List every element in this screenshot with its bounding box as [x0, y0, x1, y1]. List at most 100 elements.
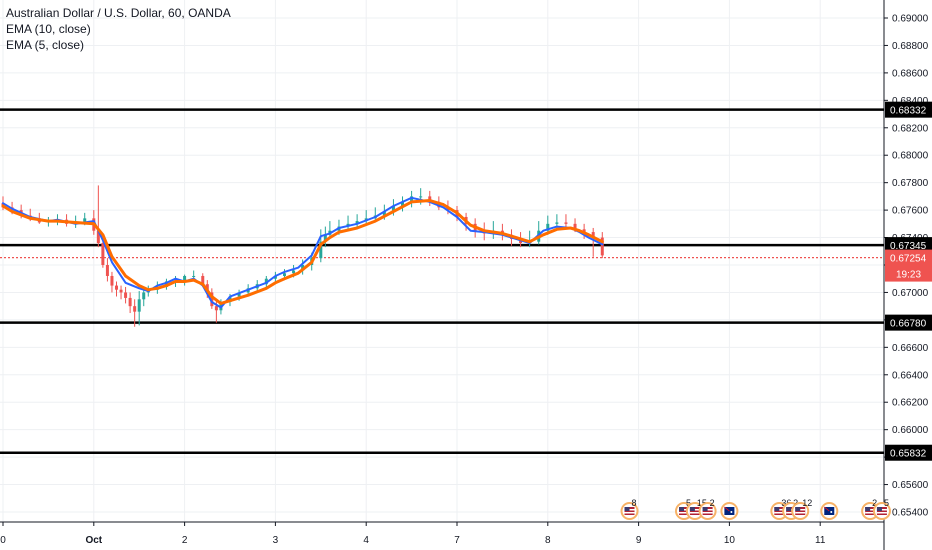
candle-body	[142, 292, 146, 300]
us-flag-stripe-white	[786, 512, 797, 514]
us-flag-stripe-white	[702, 512, 713, 514]
ema5-line[interactable]	[1, 199, 604, 305]
event-count-label: 2	[872, 498, 877, 508]
candle-body	[382, 211, 386, 216]
y-tick-label: 0.66400	[892, 370, 929, 381]
candle-body	[201, 275, 205, 285]
candle-body	[564, 222, 568, 224]
candle-body	[591, 232, 595, 238]
event-count-label: 8	[632, 498, 637, 508]
x-tick-label: 0	[0, 535, 6, 546]
us-flag-stripe-white	[689, 512, 700, 514]
us-flag-canton	[865, 507, 871, 511]
y-tick-label: 0.67800	[892, 178, 929, 189]
us-flag-canton	[786, 507, 792, 511]
us-flag-stripe-white	[679, 512, 689, 514]
au-flag-star	[830, 511, 833, 513]
x-tick-label: 4	[363, 535, 369, 546]
y-tick-label: 0.68200	[892, 123, 929, 134]
level-price-tag	[885, 237, 932, 254]
x-tick-label: 9	[636, 535, 642, 546]
candle-body	[264, 278, 268, 285]
au-flag-cross	[724, 506, 730, 512]
level-price-tag	[885, 444, 932, 461]
candle-body	[110, 275, 114, 286]
candle-body	[101, 243, 105, 265]
candle-body	[355, 221, 359, 224]
y-tick-label: 0.66000	[892, 425, 929, 436]
indicator-ema5-label[interactable]: EMA (5, close)	[6, 38, 85, 52]
candle-body	[133, 306, 137, 312]
candle-body	[292, 270, 296, 274]
candle-body	[128, 297, 132, 307]
y-tick-label: 0.68400	[892, 96, 929, 107]
y-tick-label: 0.67600	[892, 206, 929, 217]
x-tick-label: 11	[815, 535, 826, 546]
y-tick-label: 0.69000	[892, 14, 929, 25]
candle-body	[573, 223, 577, 230]
candle-body	[119, 289, 123, 293]
us-flag-canton	[876, 507, 882, 511]
x-tick-label: Oct	[85, 535, 102, 546]
y-tick-label: 0.65600	[892, 480, 929, 491]
y-tick-label: 0.65400	[892, 508, 929, 519]
event-count-label: 5	[686, 498, 691, 508]
candle-body	[401, 201, 405, 206]
candle-body	[137, 299, 141, 312]
us-flag-canton	[774, 507, 780, 511]
us-flag-stripe-white	[795, 512, 806, 514]
us-flag-canton	[624, 507, 630, 511]
candle-body	[115, 285, 118, 290]
candle-body	[183, 275, 187, 282]
level-price-label: 0.67345	[890, 241, 927, 252]
candle-body	[582, 229, 586, 233]
candle-body	[419, 196, 423, 198]
event-count-label: 2	[710, 498, 715, 508]
us-flag-canton	[679, 507, 684, 511]
candle-body	[237, 292, 241, 297]
ema10-line[interactable]	[2, 196, 604, 309]
x-tick-label: 10	[724, 535, 736, 546]
candle-body	[214, 306, 218, 311]
bar-countdown-label: 19:23	[896, 270, 921, 281]
candle-body	[83, 218, 87, 223]
us-flag-stripe-white	[774, 512, 785, 514]
level-price-tag	[885, 314, 932, 331]
chart-legend: Australian Dollar / U.S. Dollar, 60, OAN…	[6, 5, 231, 53]
x-tick-label: 7	[454, 535, 460, 546]
candle-body	[96, 230, 100, 244]
symbol-title[interactable]: Australian Dollar / U.S. Dollar, 60, OAN…	[6, 6, 231, 20]
x-tick-label: 8	[545, 535, 551, 546]
candle-body	[210, 292, 214, 307]
x-tick-label: 2	[182, 535, 188, 546]
candle-body	[410, 196, 414, 202]
y-tick-label: 0.68600	[892, 68, 929, 79]
level-price-label: 0.68332	[890, 106, 927, 117]
candle-body	[192, 275, 196, 277]
event-count-label: 15	[697, 498, 707, 508]
candle-body	[319, 241, 323, 259]
us-flag-stripe-white	[624, 512, 635, 514]
us-flag-canton	[702, 507, 708, 511]
au-flag-cross	[823, 506, 830, 512]
event-count-label: 36	[781, 498, 791, 508]
candle-body	[105, 265, 109, 276]
y-tick-label: 0.66600	[892, 343, 929, 354]
us-flag-canton	[795, 507, 801, 511]
us-flag-stripe-white	[865, 512, 876, 514]
us-flag-canton	[689, 507, 695, 511]
us-flag-stripe-white	[876, 512, 887, 514]
event-count-label: 5	[884, 498, 889, 508]
candle-body	[323, 234, 327, 242]
event-count-label: 2	[793, 498, 798, 508]
level-price-label: 0.66780	[890, 319, 927, 330]
y-tick-label: 0.67000	[892, 288, 929, 299]
candle-body	[282, 273, 286, 276]
current-price-label: 0.67254	[890, 254, 927, 265]
y-tick-label: 0.66200	[892, 398, 929, 409]
event-count-label: 12	[802, 498, 812, 508]
indicator-ema10-label[interactable]: EMA (10, close)	[6, 22, 91, 36]
level-price-tag	[885, 101, 932, 118]
